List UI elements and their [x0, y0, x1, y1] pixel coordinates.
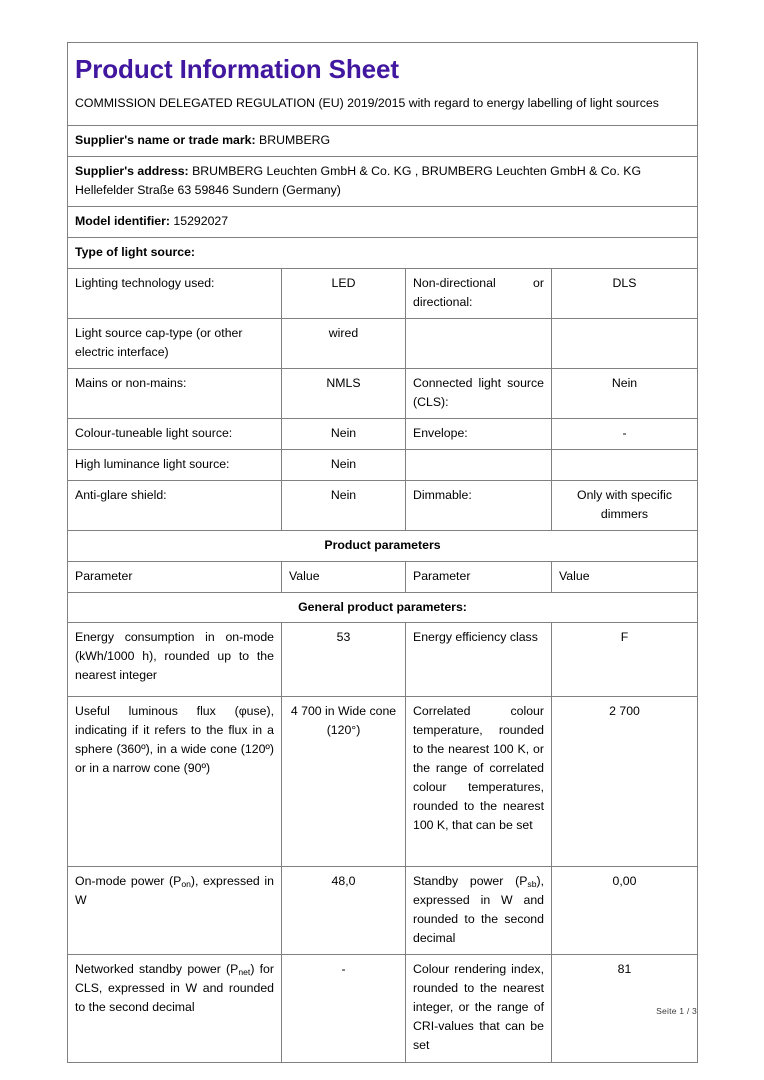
param-subscript: net [238, 967, 251, 978]
param-cell: Anti-glare shield: [67, 480, 282, 532]
value-cell: LED [281, 268, 406, 320]
table-row: Anti-glare shield: Nein Dimmable: Only w… [67, 480, 698, 532]
param-subscript: on [181, 879, 191, 890]
param-cell: Lighting technology used: [67, 268, 282, 320]
general-parameters-band: General product parameters: [67, 591, 698, 623]
column-header-value-2: Value [551, 560, 698, 593]
table-row: On-mode power (Pon), expressed in W 48,0… [67, 865, 698, 955]
value-cell: DLS [551, 268, 698, 320]
value-cell: 48,0 [281, 865, 406, 955]
column-header-parameter-2: Parameter [405, 560, 552, 593]
table-row: High luminance light source: Nein [67, 449, 698, 482]
value-cell: Nein [281, 418, 406, 451]
regulation-subtitle: COMMISSION DELEGATED REGULATION (EU) 201… [75, 96, 659, 111]
param-cell: On-mode power (Pon), expressed in W [67, 865, 282, 955]
value-cell: NMLS [281, 368, 406, 420]
value-cell: 2 700 [551, 695, 698, 867]
param-cell: Light source cap-type (or other electric… [67, 318, 282, 370]
value-cell: Nein [551, 368, 698, 420]
param-cell [405, 449, 552, 482]
value-cell: 4 700 in Wide cone (120°) [281, 695, 406, 867]
value-cell: 53 [281, 621, 406, 697]
param-subscript: sb [527, 879, 537, 890]
type-of-light-source-row: Type of light source: [67, 236, 698, 270]
param-cell: Dimmable: [405, 480, 552, 532]
param-cell: Connected light source (CLS): [405, 368, 552, 420]
value-cell: - [281, 953, 406, 1063]
table-row: Useful luminous flux (φuse), indicating … [67, 695, 698, 867]
table-row: Networked standby power (Pnet) for CLS, … [67, 953, 698, 1063]
table-row: Mains or non-mains: NMLS Connected light… [67, 368, 698, 420]
param-text-pre: Standby power (P [413, 873, 528, 888]
model-identifier-value: 15292027 [173, 213, 229, 228]
param-cell: Colour rendering index, rounded to the n… [405, 953, 552, 1063]
param-text-post: ), expressed in W and rounded to the sec… [413, 873, 544, 945]
table-row: Lighting technology used: LED Non-direct… [67, 268, 698, 320]
value-cell: wired [281, 318, 406, 370]
parameter-header-row: Parameter Value Parameter Value [67, 560, 698, 593]
title-cell: Product Information Sheet COMMISSION DEL… [67, 42, 698, 126]
value-cell: Nein [281, 449, 406, 482]
param-text-pre: Networked standby power (P [75, 961, 239, 976]
param-cell: Networked standby power (Pnet) for CLS, … [67, 953, 282, 1063]
param-text-post: ), expressed in W [75, 873, 274, 907]
table-row: Energy consumption in on-mode (kWh/1000 … [67, 621, 698, 697]
table-row: Colour-tuneable light source: Nein Envel… [67, 418, 698, 451]
param-text-post: ) for CLS, expressed in W and rounded to… [75, 961, 274, 1014]
value-cell: 0,00 [551, 865, 698, 955]
supplier-address-label: Supplier's address: [75, 163, 189, 178]
param-cell [405, 318, 552, 370]
param-cell: Energy consumption in on-mode (kWh/1000 … [67, 621, 282, 697]
param-cell: Colour-tuneable light source: [67, 418, 282, 451]
supplier-name-label: Supplier's name or trade mark: [75, 132, 256, 147]
value-cell [551, 449, 698, 482]
supplier-name-row: Supplier's name or trade mark: BRUMBERG [67, 124, 698, 157]
product-parameters-band-row: Product parameters [67, 530, 698, 562]
model-identifier-row: Model identifier: 15292027 [67, 205, 698, 238]
model-identifier-label: Model identifier: [75, 213, 170, 228]
product-parameters-band: Product parameters [67, 530, 698, 562]
value-cell: 81 [551, 953, 698, 1063]
value-cell [551, 318, 698, 370]
type-of-light-source-label: Type of light source: [75, 244, 196, 259]
product-information-sheet-table: Product Information Sheet COMMISSION DEL… [67, 42, 698, 1063]
page-title: Product Information Sheet [75, 54, 399, 84]
general-parameters-band-row: General product parameters: [67, 591, 698, 623]
supplier-name-cell: Supplier's name or trade mark: BRUMBERG [67, 124, 698, 157]
param-cell: Standby power (Psb), expressed in W and … [405, 865, 552, 955]
supplier-address-value: BRUMBERG Leuchten GmbH & Co. KG , BRUMBE… [75, 163, 642, 197]
param-cell: Correlated colour temperature, rounded t… [405, 695, 552, 867]
supplier-address-row: Supplier's address: BRUMBERG Leuchten Gm… [67, 155, 698, 207]
param-cell: Mains or non-mains: [67, 368, 282, 420]
title-row: Product Information Sheet COMMISSION DEL… [67, 42, 698, 126]
param-cell: High luminance light source: [67, 449, 282, 482]
supplier-name-value: BRUMBERG [259, 132, 331, 147]
page-footer: Seite 1 / 3 [656, 1006, 697, 1016]
param-cell: Non-directional or directional: [405, 268, 552, 320]
column-header-parameter-1: Parameter [67, 560, 282, 593]
supplier-address-cell: Supplier's address: BRUMBERG Leuchten Gm… [67, 155, 698, 207]
value-cell: Only with specific dimmers [551, 480, 698, 532]
table-row: Light source cap-type (or other electric… [67, 318, 698, 370]
value-cell: F [551, 621, 698, 697]
column-header-value-1: Value [281, 560, 406, 593]
param-cell: Envelope: [405, 418, 552, 451]
type-of-light-source-cell: Type of light source: [67, 236, 698, 270]
param-text-pre: On-mode power (P [75, 873, 182, 888]
value-cell: - [551, 418, 698, 451]
model-identifier-cell: Model identifier: 15292027 [67, 205, 698, 238]
param-cell: Energy efficiency class [405, 621, 552, 697]
param-cell: Useful luminous flux (φuse), indicating … [67, 695, 282, 867]
value-cell: Nein [281, 480, 406, 532]
